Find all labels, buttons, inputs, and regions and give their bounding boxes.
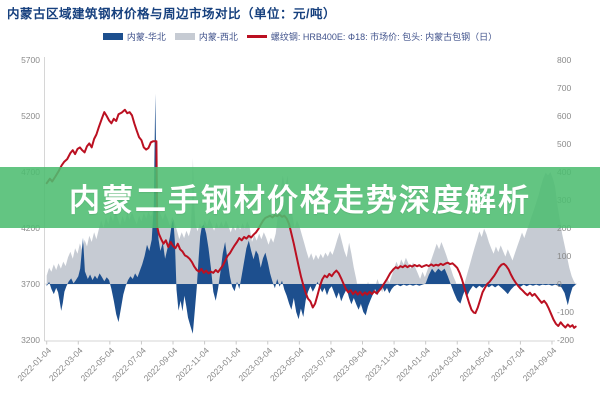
legend-label-rebar-price: 螺纹钢: HRB400E: Φ18: 市场价: 包头: 内蒙古包钢（日） — [270, 32, 498, 42]
legend-label-neimeng-huabei: 内蒙-华北 — [126, 32, 166, 42]
right-axis-tick-label: 700 — [557, 83, 571, 93]
legend-swatch-blue-area — [102, 33, 123, 40]
series-line-2 — [45, 108, 577, 329]
right-axis-tick-label: 100 — [557, 251, 571, 261]
x-axis-tick-label: 2024-09-04 — [521, 345, 559, 383]
x-axis-tick-label: 2022-09-04 — [142, 345, 180, 383]
right-axis-tick-label: -100 — [557, 307, 574, 317]
left-axis-tick-label: 3200 — [21, 335, 40, 345]
legend-item-neimeng-xibei: 内蒙-西北 — [174, 30, 238, 43]
right-axis-tick-label: 800 — [557, 55, 571, 65]
right-axis-tick-label: -200 — [557, 335, 574, 345]
right-axis-tick-label: 0 — [557, 279, 562, 289]
legend-swatch-gray-area — [174, 33, 195, 40]
series-area-1 — [46, 93, 576, 334]
left-axis-tick-label: 5700 — [21, 55, 40, 65]
left-axis-tick-label: 4200 — [21, 223, 40, 233]
right-axis-tick-label: 200 — [557, 223, 571, 233]
chart-legend: 内蒙-华北 内蒙-西北 螺纹钢: HRB400E: Φ18: 市场价: 包头: … — [0, 30, 600, 43]
right-axis-tick-label: 500 — [557, 139, 571, 149]
legend-item-rebar-price: 螺纹钢: HRB400E: Φ18: 市场价: 包头: 内蒙古包钢（日） — [246, 30, 498, 43]
legend-swatch-red-line — [246, 35, 267, 38]
left-axis-tick-label: 5200 — [21, 111, 40, 121]
legend-item-neimeng-huabei: 内蒙-华北 — [102, 30, 166, 43]
right-axis-tick-label: 600 — [557, 111, 571, 121]
left-axis-tick-label: 3700 — [21, 279, 40, 289]
headline-banner: 内蒙二手钢材价格走势深度解析 — [0, 167, 600, 228]
x-axis-tick-label: 2023-09-04 — [331, 345, 369, 383]
legend-label-neimeng-xibei: 内蒙-西北 — [198, 32, 238, 42]
chart-title: 内蒙古区域建筑钢材价格与周边市场对比（单位：元/吨） — [7, 7, 336, 21]
headline-text: 内蒙二手钢材价格走势深度解析 — [69, 183, 531, 218]
